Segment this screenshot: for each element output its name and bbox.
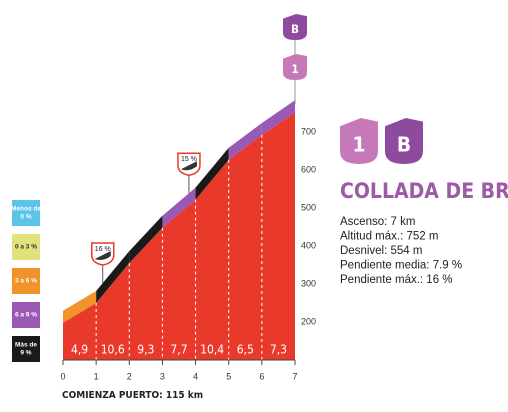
gradient-strip [63, 291, 97, 323]
y-tick-label: 400 [301, 240, 316, 250]
profile-area [63, 112, 295, 361]
legend-label: 0 % [20, 214, 31, 221]
legend-swatch [12, 336, 40, 362]
x-tick-label: 3 [160, 371, 165, 381]
y-tick-label: 700 [301, 126, 316, 136]
x-tick-label: 6 [259, 371, 264, 381]
marker-label: 16 % [95, 246, 111, 253]
category-badge-label: 1 [353, 133, 366, 157]
climb-name: COLLADA DE BRENES [340, 179, 508, 203]
stat-line: Pendiente media: 7.9 % [340, 260, 462, 272]
legend-label: 0 a 3 % [15, 244, 37, 251]
legend-label: 3 a 6 % [15, 278, 37, 285]
gradient-label: 10,6 [101, 343, 125, 357]
legend-label: 9 % [20, 350, 31, 357]
x-tick-label: 2 [127, 371, 132, 381]
legend-label: 6 a 9 % [15, 312, 37, 319]
legend-swatch [12, 200, 40, 226]
legend-label: Menos de [11, 206, 41, 213]
y-tick-label: 200 [301, 316, 316, 326]
x-tick-label: 1 [94, 371, 99, 381]
y-tick-label: 600 [301, 164, 316, 174]
gradient-label: 7,3 [270, 343, 287, 357]
type-badge [385, 118, 423, 164]
gradient-strip [162, 187, 196, 228]
gradient-strip [261, 100, 295, 136]
flag-badge [283, 54, 307, 80]
gradient-label: 9,3 [137, 343, 154, 357]
x-tick-label: 5 [226, 371, 231, 381]
stat-line: Pendiente máx.: 16 % [340, 274, 453, 286]
stat-line: Altitud máx.: 752 m [340, 231, 438, 243]
stat-line: Desnivel: 554 m [340, 245, 422, 257]
flag-badge-label: B [291, 22, 299, 36]
x-tick-label: 4 [193, 371, 198, 381]
gradient-label: 10,4 [200, 343, 224, 357]
legend-label: Más de [15, 342, 37, 349]
legend-swatch [12, 234, 40, 260]
gradient-strip [228, 123, 262, 160]
flag-badge-label: 1 [291, 62, 298, 76]
flag-badge [283, 14, 307, 40]
legend-swatch [12, 302, 40, 328]
legend-swatch [12, 268, 40, 294]
gradient-strip [129, 215, 163, 264]
marker-label: 15 % [181, 156, 197, 163]
type-badge-label: B [397, 133, 411, 157]
gradient-strip [96, 251, 130, 303]
x-axis-label: COMIENZA PUERTO: 115 km [62, 390, 203, 401]
x-tick-label: 0 [60, 371, 65, 381]
y-tick-label: 500 [301, 202, 316, 212]
gradient-label: 4,9 [71, 343, 88, 357]
marker-icon [180, 161, 197, 171]
marker-icon [94, 251, 111, 261]
gradient-label: 7,7 [170, 343, 187, 357]
gradient-label: 6,5 [237, 343, 254, 357]
stat-line: Ascenso: 7 km [340, 216, 415, 228]
category-badge [340, 118, 378, 164]
gradient-strip [195, 147, 229, 200]
x-tick-label: 7 [292, 371, 297, 381]
y-tick-label: 300 [301, 278, 316, 288]
